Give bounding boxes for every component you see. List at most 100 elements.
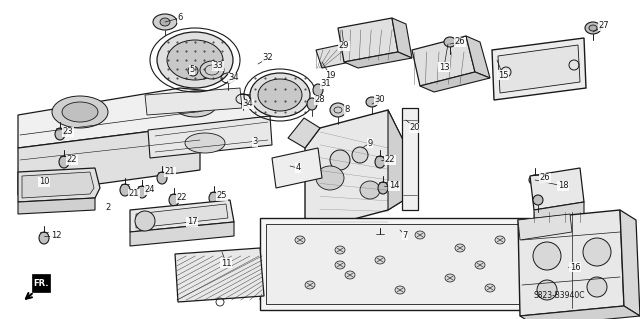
Text: 26: 26 <box>454 38 465 47</box>
Polygon shape <box>530 168 584 210</box>
Polygon shape <box>260 218 530 310</box>
Text: 13: 13 <box>438 63 449 71</box>
Text: 7: 7 <box>403 231 408 240</box>
Ellipse shape <box>583 238 611 266</box>
Ellipse shape <box>62 102 98 122</box>
Polygon shape <box>130 200 234 232</box>
Polygon shape <box>534 202 584 224</box>
Text: 17: 17 <box>187 218 197 226</box>
Text: 34: 34 <box>243 100 253 108</box>
Text: FR.: FR. <box>33 279 49 288</box>
Ellipse shape <box>157 172 167 184</box>
Polygon shape <box>18 88 280 148</box>
Text: 6: 6 <box>177 13 182 23</box>
Polygon shape <box>620 210 640 316</box>
Ellipse shape <box>455 244 465 252</box>
Text: 15: 15 <box>498 70 508 79</box>
Polygon shape <box>32 274 50 292</box>
Ellipse shape <box>313 84 323 96</box>
Ellipse shape <box>495 236 505 244</box>
Ellipse shape <box>173 91 217 117</box>
Ellipse shape <box>157 32 233 88</box>
Text: 12: 12 <box>51 232 61 241</box>
Text: 23: 23 <box>63 128 74 137</box>
Ellipse shape <box>55 128 65 140</box>
Ellipse shape <box>585 22 601 34</box>
Ellipse shape <box>59 156 69 168</box>
Text: 18: 18 <box>557 182 568 190</box>
Polygon shape <box>492 38 586 100</box>
Ellipse shape <box>305 281 315 289</box>
Ellipse shape <box>52 96 108 128</box>
Text: 21: 21 <box>129 189 140 198</box>
Ellipse shape <box>330 103 346 117</box>
Polygon shape <box>130 222 234 246</box>
Text: 34: 34 <box>228 73 239 83</box>
Text: 21: 21 <box>164 167 175 176</box>
Polygon shape <box>344 52 412 68</box>
Ellipse shape <box>360 181 380 199</box>
Polygon shape <box>266 224 524 304</box>
Ellipse shape <box>375 156 385 168</box>
Polygon shape <box>136 204 228 228</box>
Text: 27: 27 <box>598 21 609 31</box>
Ellipse shape <box>167 40 223 80</box>
Text: 28: 28 <box>315 95 325 105</box>
Text: 20: 20 <box>410 123 420 132</box>
Polygon shape <box>22 172 94 198</box>
Text: 33: 33 <box>212 62 223 70</box>
Text: 30: 30 <box>374 95 385 105</box>
Text: 9: 9 <box>367 138 372 147</box>
Polygon shape <box>305 218 320 240</box>
Polygon shape <box>518 214 572 240</box>
Text: 26: 26 <box>540 174 550 182</box>
Ellipse shape <box>375 234 385 246</box>
Ellipse shape <box>200 61 224 79</box>
Polygon shape <box>145 88 242 115</box>
Ellipse shape <box>533 242 561 270</box>
Ellipse shape <box>188 66 198 76</box>
Ellipse shape <box>335 261 345 269</box>
Ellipse shape <box>316 166 344 190</box>
Polygon shape <box>18 168 100 202</box>
Ellipse shape <box>330 150 350 170</box>
Ellipse shape <box>529 175 541 185</box>
Ellipse shape <box>378 182 388 194</box>
Ellipse shape <box>39 232 49 244</box>
Ellipse shape <box>533 195 543 205</box>
Ellipse shape <box>415 231 425 239</box>
Text: 11: 11 <box>221 258 231 268</box>
Ellipse shape <box>444 37 456 47</box>
Ellipse shape <box>295 236 305 244</box>
Ellipse shape <box>135 211 155 231</box>
Polygon shape <box>338 18 398 62</box>
Ellipse shape <box>181 96 209 112</box>
Ellipse shape <box>475 261 485 269</box>
Ellipse shape <box>185 133 225 153</box>
Polygon shape <box>388 110 404 210</box>
Polygon shape <box>518 210 624 316</box>
Text: 22: 22 <box>67 155 77 165</box>
Text: 22: 22 <box>177 194 188 203</box>
Polygon shape <box>305 110 404 228</box>
Ellipse shape <box>137 186 147 198</box>
Ellipse shape <box>366 97 378 107</box>
Ellipse shape <box>537 280 557 300</box>
Polygon shape <box>148 116 272 158</box>
Ellipse shape <box>307 98 317 110</box>
Text: 5: 5 <box>189 65 195 75</box>
Text: 2: 2 <box>106 203 111 211</box>
Ellipse shape <box>169 194 179 206</box>
Ellipse shape <box>209 192 219 204</box>
Ellipse shape <box>587 277 607 297</box>
Polygon shape <box>18 125 200 195</box>
Text: 29: 29 <box>339 41 349 50</box>
Polygon shape <box>288 118 320 148</box>
Text: 4: 4 <box>296 164 301 173</box>
Text: 25: 25 <box>217 191 227 201</box>
Ellipse shape <box>258 79 302 111</box>
Ellipse shape <box>160 18 170 26</box>
Polygon shape <box>420 72 490 92</box>
Ellipse shape <box>445 274 455 282</box>
Text: 19: 19 <box>324 70 335 79</box>
